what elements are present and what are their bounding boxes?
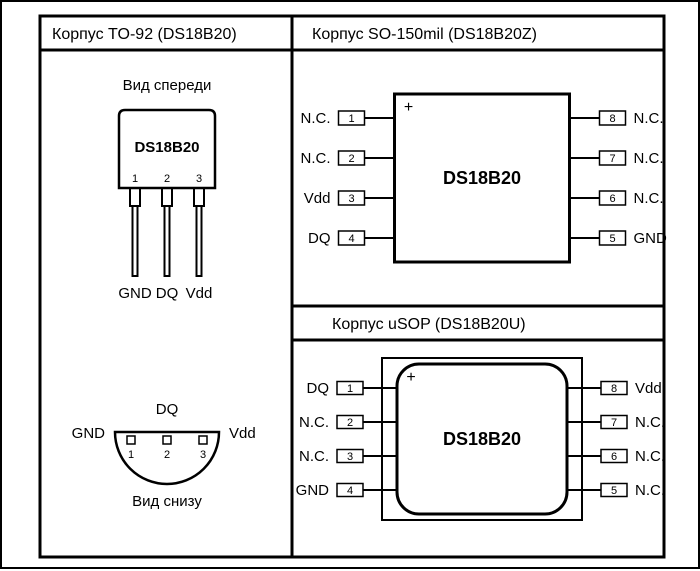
svg-text:3: 3 [200,449,206,461]
svg-text:1: 1 [348,113,354,125]
svg-text:2: 2 [164,173,170,185]
svg-text:8: 8 [609,113,615,125]
usop-chip-pin-3-name: N.C. [299,448,329,465]
svg-text:7: 7 [611,417,617,429]
svg-text:2: 2 [348,153,354,165]
so150-chip-pin-1-name: N.C. [301,110,331,127]
to92-chip-label: DS18B20 [134,139,199,156]
usop-chip-pin-8-name: Vdd [635,380,662,397]
svg-text:1: 1 [347,383,353,395]
usop-chip: + DS18B20 1 DQ 8 Vdd 2 N.C. 7 N.C. 3 N.C. 6 N.C. 4 GND 5… [296,364,665,514]
to92-front: Вид спереди DS18B20 1 2 3 GNDDQ Vdd [118,77,215,302]
svg-text:+: + [406,369,415,386]
to92-bottom: DQ GND Vdd 1 2 3 Вид снизу [72,401,256,510]
so150-chip-pin-6-name: N.C. [634,190,664,207]
so150-chip-pin-8-name: N.C. [634,110,664,127]
svg-text:GND: GND [72,425,106,442]
so150-chip-pin-5-name: GND [634,230,668,247]
svg-text:2: 2 [164,449,170,461]
panel-title-so150: Корпус SO-150mil (DS18B20Z) [312,26,537,43]
svg-text:5: 5 [609,233,615,245]
so150-chip-pin-4-name: DQ [308,230,331,247]
svg-text:4: 4 [347,485,353,497]
svg-text:8: 8 [611,383,617,395]
svg-text:+: + [404,99,413,116]
svg-text:3: 3 [348,193,354,205]
so150-chip-pin-7-name: N.C. [634,150,664,167]
panel-title-usop: Корпус uSOP (DS18B20U) [332,316,526,333]
usop-chip-pin-2-name: N.C. [299,414,329,431]
svg-text:7: 7 [609,153,615,165]
svg-text:5: 5 [611,485,617,497]
svg-text:1: 1 [132,173,138,185]
usop-chip-chip-label: DS18B20 [443,429,521,449]
svg-text:Vdd: Vdd [229,425,256,442]
svg-text:1: 1 [128,449,134,461]
so150-chip: + DS18B20 1 N.C. 8 N.C. 2 N.C. 7 N.C. 3 Vdd 6 N.C. 4 DQ… [301,94,668,262]
diagram-sheet: Корпус TO-92 (DS18B20) Корпус SO-150mil (… [0,0,700,569]
svg-text:2: 2 [347,417,353,429]
usop-chip-pin-4-name: GND [296,482,330,499]
so150-chip-pin-3-name: Vdd [304,190,331,207]
to92-front-caption: Вид спереди [123,77,212,94]
svg-text:6: 6 [611,451,617,463]
to92-pin-3-name: Vdd [186,285,213,302]
usop-chip-pin-1-name: DQ [307,380,330,397]
svg-text:4: 4 [348,233,354,245]
svg-text:3: 3 [196,173,202,185]
so150-chip-pin-2-name: N.C. [301,150,331,167]
panel-title-to92: Корпус TO-92 (DS18B20) [52,26,237,43]
svg-text:6: 6 [609,193,615,205]
usop-chip-pin-7-name: N.C. [635,414,665,431]
usop-chip-pin-6-name: N.C. [635,448,665,465]
svg-text:3: 3 [347,451,353,463]
diagram-svg: Корпус TO-92 (DS18B20) Корпус SO-150mil (… [2,2,700,571]
to92-bottom-caption: Вид снизу [132,493,202,510]
svg-text:DQ: DQ [156,401,179,418]
to92-pin-1-name: GND [118,285,152,302]
usop-chip-pin-5-name: N.C. [635,482,665,499]
to92-pin-2-name: DQ [156,285,179,302]
so150-chip-chip-label: DS18B20 [443,168,521,188]
